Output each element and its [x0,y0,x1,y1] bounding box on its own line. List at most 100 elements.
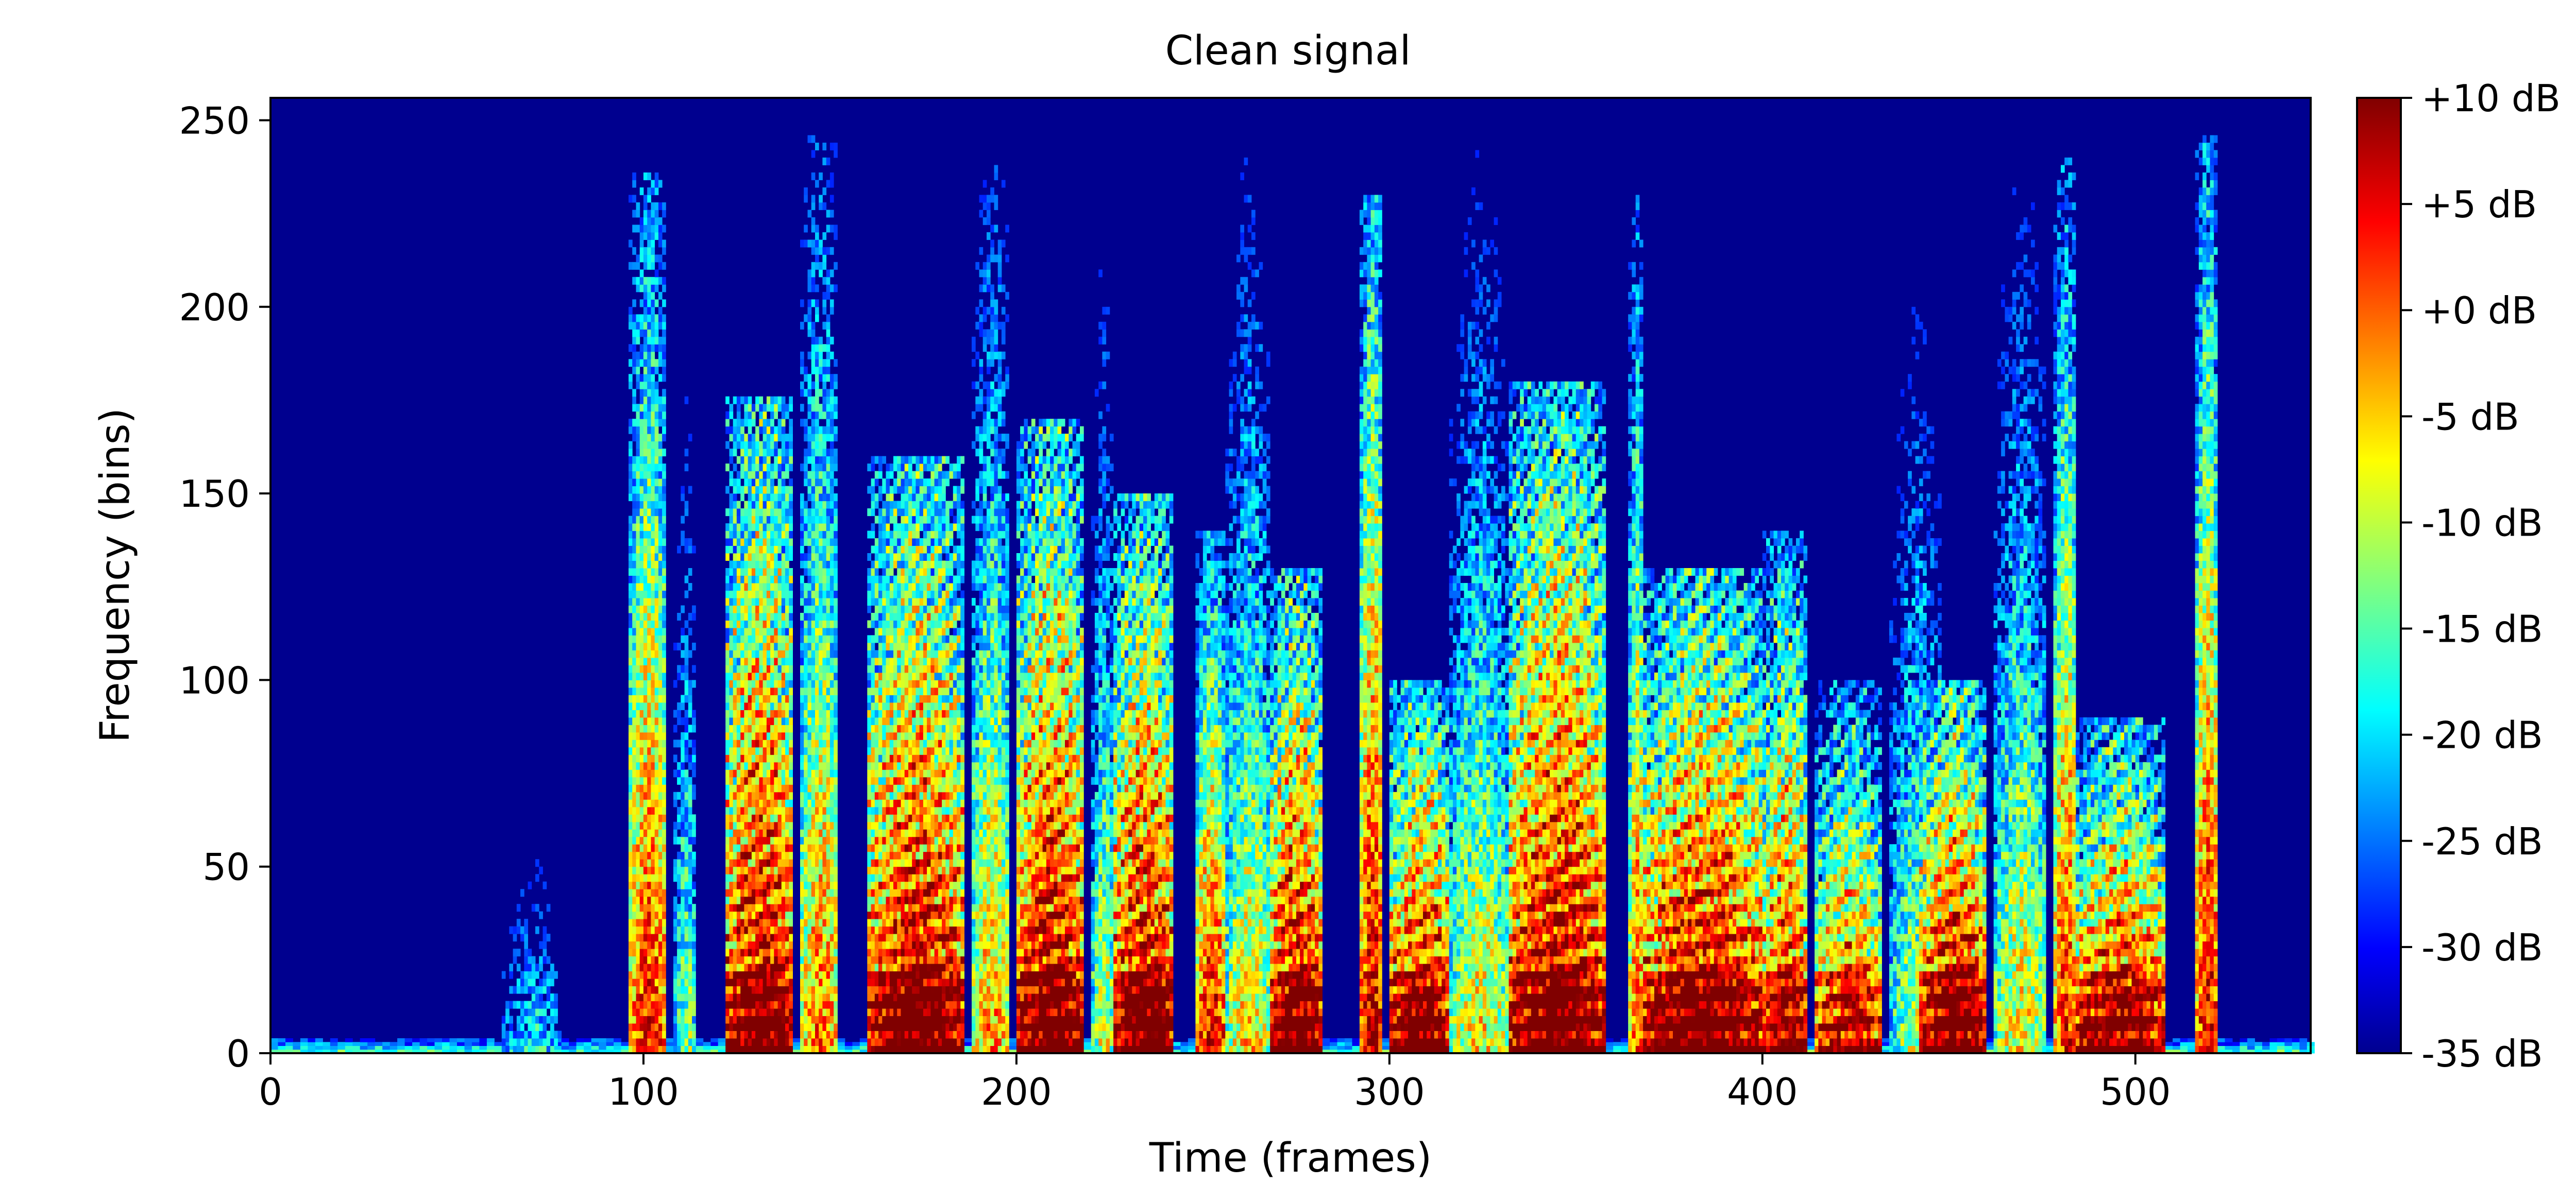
spectrogram-cell [762,545,767,554]
spectrogram-cell [729,672,734,680]
spectrogram-cell [636,993,640,1002]
spectrogram-cell [774,889,778,897]
spectrogram-cell [654,359,659,367]
spectrogram-cell [811,627,816,636]
spectrogram-cell [755,904,759,912]
spectrogram-cell [643,553,648,561]
spectrogram-cell [639,381,644,389]
spectrogram-cell [725,919,730,927]
spectrogram-cell [681,807,685,815]
spectrogram-cell [774,807,778,815]
spectrogram-cell [643,523,648,531]
spectrogram-cell [744,956,749,964]
spectrogram-cell [822,851,827,860]
spectrogram-cell [751,486,756,494]
spectrogram-cell [643,232,648,240]
spectrogram-cell [736,478,741,487]
spectrogram-cell [561,1038,569,1042]
spectrogram-cell [535,964,539,972]
spectrogram-cell [520,1001,524,1009]
spectrogram-cell [662,1023,666,1031]
spectrogram-cell [725,486,730,494]
spectrogram-cell [822,254,827,263]
spectrogram-cell [815,351,819,359]
spectrogram-cell [557,1031,562,1039]
spectrogram-cell [677,836,681,845]
spectrogram-cell [811,896,816,904]
spectrogram-cell [692,545,696,554]
spectrogram-cell [762,523,767,531]
spectrogram-cell [777,1038,782,1046]
spectrogram-cell [647,306,651,315]
spectrogram-cell [662,351,666,359]
spectrogram-cell [677,777,681,785]
spectrogram-cell [759,501,764,509]
spectrogram-cell [632,404,636,412]
spectrogram-cell [643,478,648,487]
spectrogram-cell [811,478,816,487]
spectrogram-cell [770,964,774,972]
spectrogram-cell [964,1045,972,1050]
spectrogram-cell [1188,1042,1196,1046]
spectrogram-cell [733,1045,737,1054]
spectrogram-cell [651,366,655,374]
spectrogram-cell [819,642,823,650]
spectrogram-cell [647,516,651,524]
spectrogram-cell [629,523,633,531]
spectrogram-cell [684,1031,689,1039]
spectrogram-cell [1986,1045,1994,1050]
spectrogram-cell [733,859,737,867]
spectrogram-cell [658,516,663,524]
spectrogram-cell [766,1008,771,1016]
spectrogram-cell [681,971,685,979]
spectrogram-cell [658,1001,663,1009]
spectrogram-cell [561,1042,569,1046]
spectrogram-cell [766,919,771,927]
spectrogram-cell [643,844,648,852]
spectrogram-cell [528,1038,532,1046]
spectrogram-cell [792,1042,801,1046]
spectrogram-cell [800,695,804,703]
spectrogram-cell [688,904,692,912]
spectrogram-cell [629,456,633,464]
spectrogram-cell [744,851,749,860]
spectrogram-cell [632,866,636,874]
spectrogram-cell [804,993,808,1002]
spectrogram-cell [800,680,804,688]
spectrogram-cell [643,650,648,658]
spectrogram-cell [629,710,633,718]
spectrogram-cell [766,396,771,404]
spectrogram-cell [740,836,744,845]
spectrogram-cell [516,1038,521,1046]
spectrogram-cell [807,277,812,285]
spectrogram-cell [696,1038,704,1042]
spectrogram-cell [777,710,782,718]
spectrogram-cell [658,605,663,613]
spectrogram-cell [651,613,655,621]
spectrogram-cell [829,545,834,554]
spectrogram-cell [774,844,778,852]
spectrogram-cell [639,449,644,457]
spectrogram-cell [748,919,752,927]
spectrogram-cell [1352,1038,1360,1042]
spectrogram-cell [819,829,823,837]
spectrogram-cell [804,964,808,972]
spectrogram-cell [740,553,744,561]
spectrogram-cell [662,329,666,337]
spectrogram-cell [684,725,689,733]
spectrogram-cell [807,971,812,979]
spectrogram-cell [684,695,689,703]
spectrogram-cell [516,1001,521,1009]
spectrogram-cell [829,598,834,606]
spectrogram-cell [789,434,793,442]
spectrogram-cell [662,642,666,650]
spectrogram-cell [800,889,804,897]
spectrogram-cell [770,949,774,957]
spectrogram-cell [658,919,663,927]
spectrogram-cell [777,964,782,972]
spectrogram-cell [755,717,759,725]
spectrogram-cell [535,1001,539,1009]
spectrogram-cell [662,493,666,502]
spectrogram-cell [684,874,689,882]
spectrogram-cell [789,464,793,472]
